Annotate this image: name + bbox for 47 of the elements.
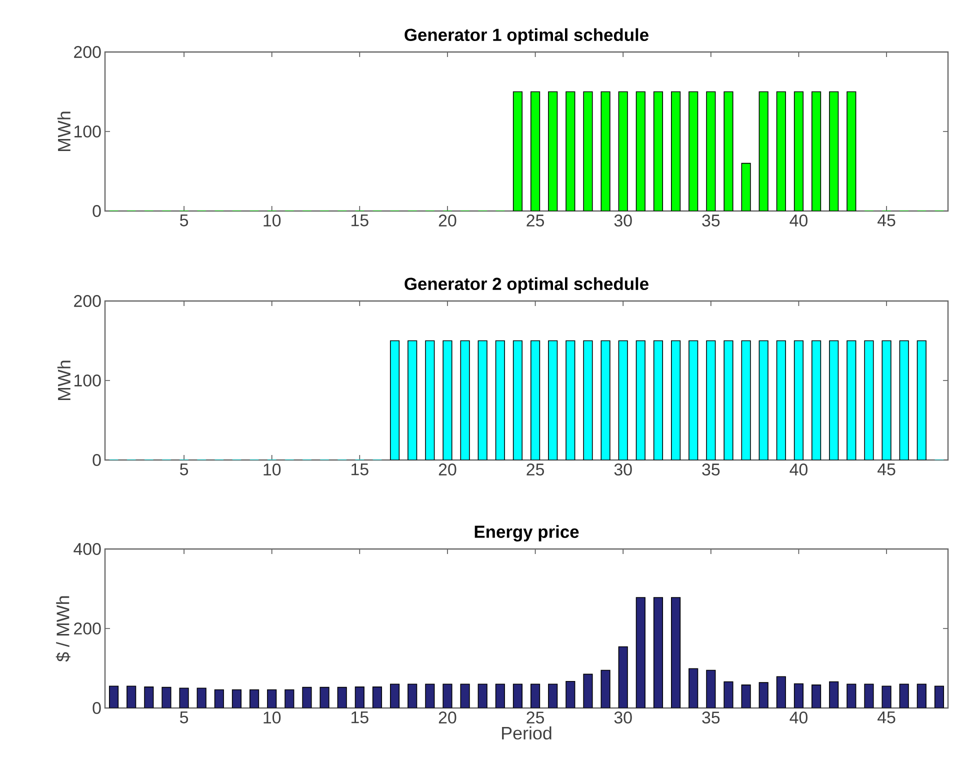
x-tick-label: 45	[878, 712, 896, 724]
bar	[618, 646, 628, 708]
x-tick-label: 40	[790, 214, 808, 227]
x-tick-label: 30	[614, 712, 632, 724]
x-tick-label: 5	[180, 464, 188, 476]
x-tick-label: 35	[702, 464, 720, 476]
x-tick-label: 45	[878, 464, 896, 476]
y-tick-label: 100	[74, 374, 101, 386]
x-tick-label: 30	[614, 214, 632, 227]
y-tick-label: 400	[74, 543, 101, 555]
chart-title: Energy price	[474, 525, 579, 542]
x-tick-label: 30	[614, 464, 632, 476]
y-tick-label: 200	[74, 622, 101, 634]
y-axis-title: $ / MWh	[56, 596, 70, 662]
x-tick-label: 10	[264, 214, 281, 227]
x-axis-title: Period	[502, 726, 552, 740]
bar	[636, 597, 646, 708]
y-tick-label: 200	[74, 46, 101, 58]
x-tick-label: 20	[438, 464, 456, 476]
x-tick-label: 20	[438, 712, 456, 724]
x-tick-label: 15	[352, 214, 368, 226]
bar	[653, 597, 664, 708]
y-tick-label: 0	[92, 702, 101, 714]
x-tick-label: 40	[790, 464, 808, 476]
bar	[671, 597, 681, 708]
x-tick-label: 5	[180, 214, 188, 226]
x-tick-label: 40	[790, 712, 808, 724]
x-tick-label: 35	[702, 214, 720, 227]
y-tick-label: 0	[92, 204, 101, 217]
x-tick-label: 25	[526, 464, 544, 476]
y-tick-label: 100	[74, 125, 101, 138]
y-tick-label: 0	[92, 454, 101, 466]
y-tick-label: 200	[74, 295, 101, 307]
x-tick-label: 10	[264, 464, 281, 476]
x-tick-label: 10	[264, 712, 281, 724]
y-axis-title: MWh	[57, 112, 70, 151]
x-tick-label: 20	[438, 214, 456, 227]
chart-title: Generator 2 optimal schedule	[404, 277, 648, 294]
x-tick-label: 15	[352, 464, 368, 476]
x-tick-label: 45	[878, 214, 896, 226]
x-tick-label: 25	[526, 712, 544, 724]
x-tick-label: 5	[180, 712, 188, 724]
x-tick-label: 15	[352, 712, 368, 724]
x-tick-label: 25	[526, 214, 544, 227]
x-tick-label: 35	[702, 712, 720, 724]
y-axis-title: MWh	[57, 360, 70, 400]
chart-title: Generator 1 optimal schedule	[404, 28, 648, 44]
